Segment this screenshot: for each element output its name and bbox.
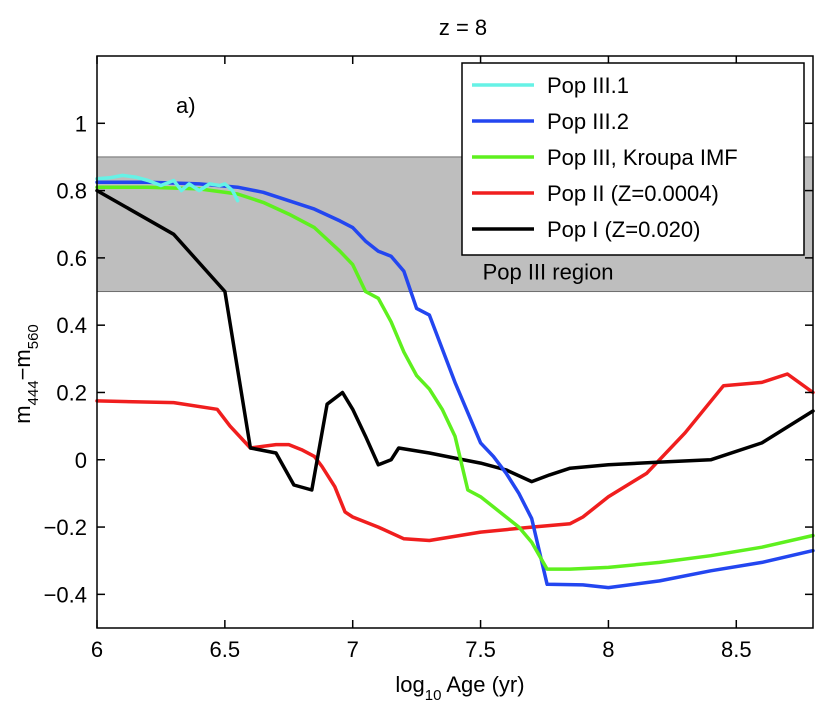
x-tick-label: 6.5 <box>210 637 241 662</box>
y-tick-label: 1 <box>75 111 87 136</box>
legend-entry: Pop III.2 <box>547 109 629 134</box>
y-axis-label-sub1: 444 <box>25 380 42 405</box>
x-axis-label-main: log <box>395 672 424 697</box>
legend-box <box>461 62 805 256</box>
y-axis-label-main: m <box>10 405 35 423</box>
series-line-pop-ii-z-0-0004 <box>95 372 815 543</box>
y-tick-label: −0.4 <box>44 582 87 607</box>
x-tick-label: 6 <box>91 637 103 662</box>
y-tick-label: 0.6 <box>56 246 87 271</box>
y-tick-label: −0.2 <box>44 515 87 540</box>
y-axis-label-mid: −m <box>10 349 35 380</box>
y-axis-label-sub2: 560 <box>25 324 42 349</box>
series-layer <box>95 173 815 590</box>
x-tick-label: 8.5 <box>721 637 752 662</box>
y-axis-label: m444−m560 <box>10 324 42 424</box>
panel-label: a) <box>176 93 196 118</box>
x-tick-label: 8 <box>602 637 614 662</box>
y-tick-label: 0.8 <box>56 179 87 204</box>
legend: Pop III.1 Pop III.2 Pop III, Kroupa IMF Pop… <box>461 62 805 256</box>
y-tick-label: 0.2 <box>56 380 87 405</box>
x-axis-label-rest: Age (yr) <box>441 672 524 697</box>
series-line-pop-iii-2 <box>95 180 815 590</box>
plot-frame <box>96 55 814 629</box>
series-line-pop-i-z-0-020 <box>95 188 815 492</box>
legend-entry: Pop I (Z=0.020) <box>547 217 700 242</box>
legend-entry: Pop III.1 <box>547 73 629 98</box>
legend-entry: Pop II (Z=0.0004) <box>547 181 719 206</box>
pop3-region-label: Pop III region <box>483 259 614 284</box>
axes-layer: 6 6.5 7 7.5 8 8.5 −0.4 −0.2 0 0.2 0.4 0.6 0.8 1 <box>44 55 814 662</box>
x-tick-label: 7 <box>347 637 359 662</box>
x-axis-label: log10 Age (yr) <box>395 672 524 704</box>
legend-entry: Pop III, Kroupa IMF <box>547 145 738 170</box>
y-tick-label: 0.4 <box>56 313 87 338</box>
chart-title: z = 8 <box>439 15 487 40</box>
series-line-pop-iii-kroupa-imf <box>95 185 815 571</box>
series-line-pop-iii-1 <box>95 173 240 203</box>
y-tick-label: 0 <box>75 448 87 473</box>
x-axis-label-sub: 10 <box>425 687 442 704</box>
x-tick-label: 7.5 <box>465 637 496 662</box>
